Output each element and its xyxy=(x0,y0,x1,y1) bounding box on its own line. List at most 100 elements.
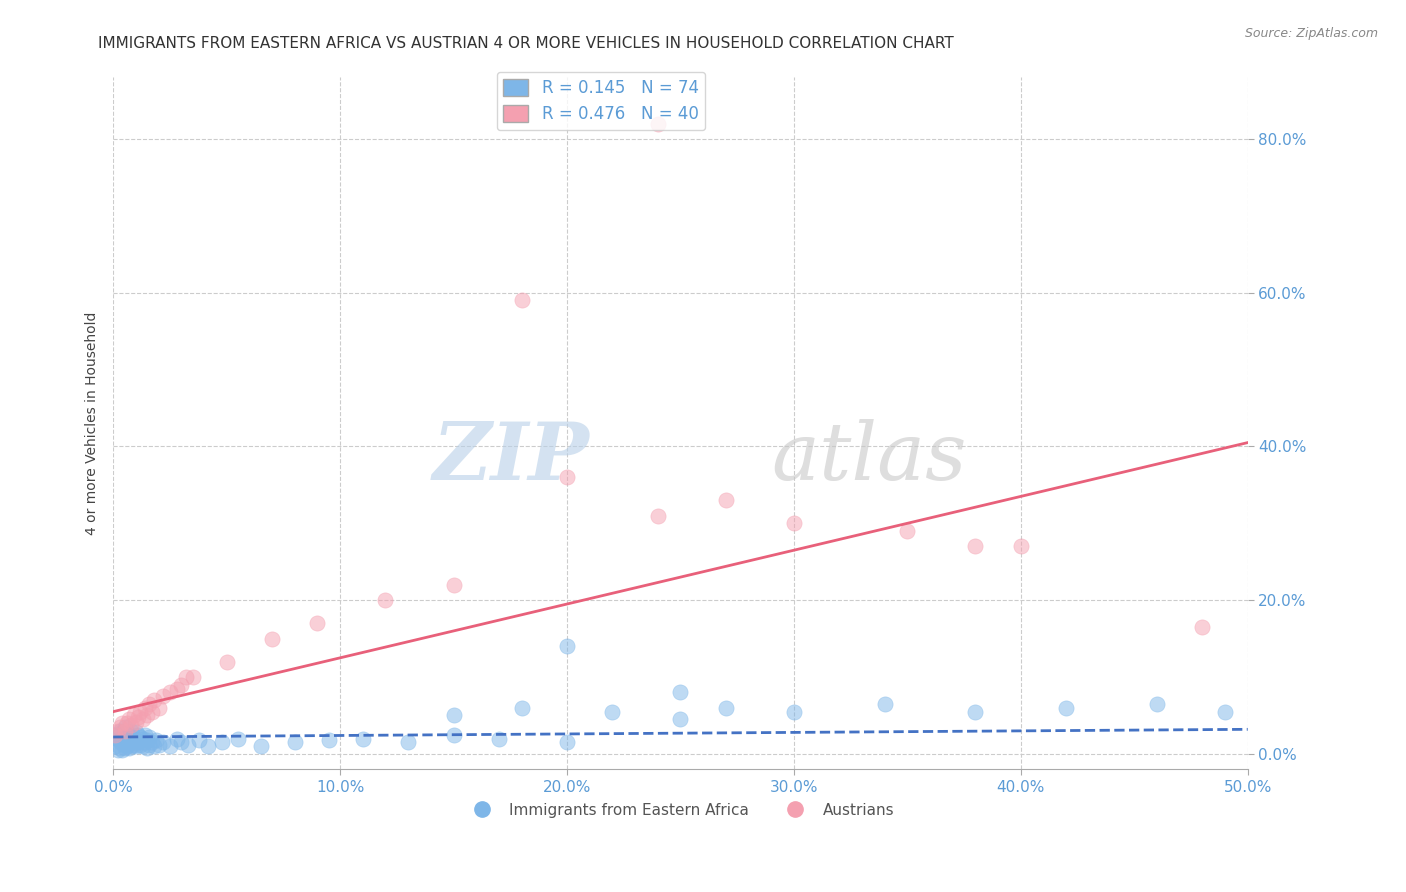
Point xyxy=(965,540,987,554)
Point xyxy=(115,716,138,731)
Point xyxy=(115,733,138,747)
Point xyxy=(127,728,149,742)
Point xyxy=(134,701,156,715)
Point xyxy=(129,730,152,744)
Point xyxy=(114,730,136,744)
Point xyxy=(118,712,141,726)
Point xyxy=(108,740,131,755)
Point xyxy=(120,733,142,747)
Point xyxy=(152,690,174,704)
Point xyxy=(136,740,159,755)
Point xyxy=(114,738,136,752)
Point xyxy=(136,708,159,723)
Text: ZIP: ZIP xyxy=(433,419,589,497)
Point xyxy=(125,739,148,754)
Point xyxy=(284,735,307,749)
Point xyxy=(118,735,141,749)
Point xyxy=(134,728,156,742)
Point xyxy=(143,693,166,707)
Point xyxy=(714,493,737,508)
Point xyxy=(1010,540,1032,554)
Point xyxy=(131,712,153,726)
Point xyxy=(125,714,148,729)
Point xyxy=(118,728,141,742)
Point xyxy=(443,728,465,742)
Point xyxy=(111,725,134,739)
Point xyxy=(104,728,127,742)
Point xyxy=(307,616,329,631)
Point xyxy=(510,701,533,715)
Point xyxy=(143,739,166,754)
Point xyxy=(107,723,129,738)
Point xyxy=(647,508,669,523)
Point xyxy=(127,735,149,749)
Point xyxy=(488,731,510,746)
Point xyxy=(129,738,152,752)
Point xyxy=(783,705,806,719)
Point xyxy=(131,739,153,754)
Point xyxy=(1054,701,1077,715)
Point xyxy=(125,725,148,739)
Point xyxy=(1213,705,1236,719)
Point xyxy=(873,697,896,711)
Point xyxy=(111,733,134,747)
Point xyxy=(138,730,160,744)
Point xyxy=(107,743,129,757)
Point xyxy=(138,697,160,711)
Point xyxy=(159,739,181,754)
Point xyxy=(145,733,167,747)
Point xyxy=(211,735,233,749)
Text: atlas: atlas xyxy=(772,419,966,497)
Point xyxy=(352,731,374,746)
Point xyxy=(602,705,624,719)
Point xyxy=(111,743,134,757)
Point xyxy=(170,735,193,749)
Point xyxy=(965,705,987,719)
Point xyxy=(108,735,131,749)
Point xyxy=(170,678,193,692)
Point xyxy=(122,731,145,746)
Point xyxy=(122,738,145,752)
Point xyxy=(177,738,200,752)
Text: Source: ZipAtlas.com: Source: ZipAtlas.com xyxy=(1244,27,1378,40)
Point xyxy=(108,720,131,734)
Point xyxy=(125,733,148,747)
Point xyxy=(669,685,692,699)
Point xyxy=(127,710,149,724)
Point xyxy=(120,723,142,738)
Point xyxy=(443,708,465,723)
Point xyxy=(226,731,249,746)
Point xyxy=(114,723,136,738)
Y-axis label: 4 or more Vehicles in Household: 4 or more Vehicles in Household xyxy=(86,311,100,535)
Point xyxy=(148,738,170,752)
Point xyxy=(714,701,737,715)
Point xyxy=(122,708,145,723)
Point xyxy=(111,716,134,731)
Point xyxy=(374,593,396,607)
Point xyxy=(138,738,160,752)
Point xyxy=(249,739,271,754)
Point xyxy=(555,470,578,484)
Point xyxy=(115,739,138,754)
Point xyxy=(108,723,131,738)
Point xyxy=(443,578,465,592)
Point xyxy=(104,739,127,754)
Point xyxy=(136,733,159,747)
Point xyxy=(555,735,578,749)
Point xyxy=(141,735,163,749)
Point xyxy=(104,728,127,742)
Point xyxy=(141,705,163,719)
Point xyxy=(647,117,669,131)
Point xyxy=(318,733,340,747)
Point xyxy=(120,717,142,731)
Point xyxy=(159,685,181,699)
Point xyxy=(134,735,156,749)
Point xyxy=(181,670,204,684)
Point xyxy=(197,739,219,754)
Point xyxy=(120,739,142,754)
Point xyxy=(396,735,419,749)
Text: IMMIGRANTS FROM EASTERN AFRICA VS AUSTRIAN 4 OR MORE VEHICLES IN HOUSEHOLD CORRE: IMMIGRANTS FROM EASTERN AFRICA VS AUSTRI… xyxy=(98,36,955,51)
Point xyxy=(118,740,141,755)
Point xyxy=(131,731,153,746)
Point xyxy=(1191,620,1213,634)
